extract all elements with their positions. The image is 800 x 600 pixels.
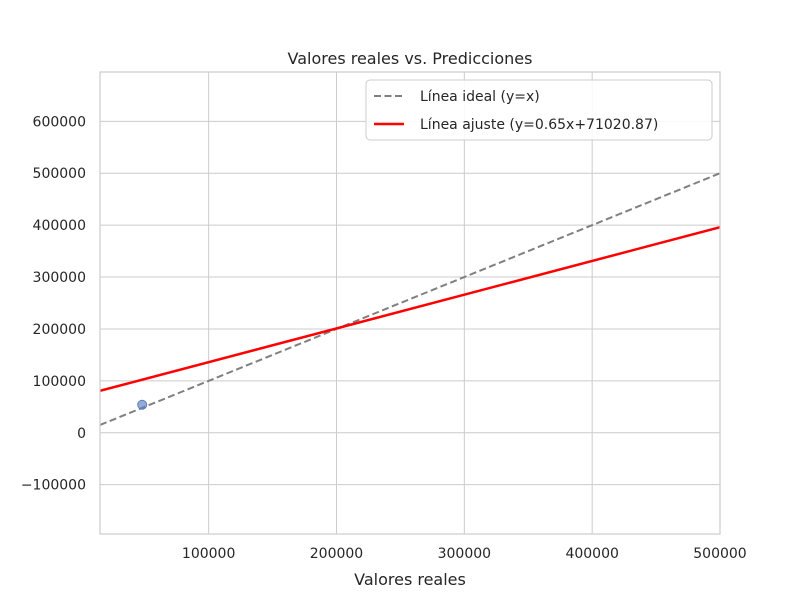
x-axis-ticks: 100000 200000 300000 400000 500000	[182, 546, 747, 562]
grid	[100, 72, 721, 534]
y-tick-label: −100000	[21, 478, 86, 494]
y-tick-label: 600000	[33, 114, 86, 130]
legend: Línea ideal (y=x) Línea ajuste (y=0.65x+…	[365, 79, 713, 141]
y-tick-label: 400000	[33, 218, 86, 234]
plot-frame	[99, 71, 721, 535]
legend-box	[365, 79, 713, 141]
x-tick-label: 300000	[438, 546, 491, 562]
chart-title: Valores reales vs. Predicciones	[288, 49, 533, 68]
data-point	[137, 399, 148, 410]
fit-line	[100, 225, 720, 393]
series-layer	[100, 172, 720, 426]
ideal-line	[100, 172, 720, 426]
points-layer	[137, 399, 148, 410]
legend-label-fit: Línea ajuste (y=0.65x+71020.87)	[420, 117, 658, 133]
x-tick-label: 500000	[693, 546, 746, 562]
y-tick-label: 500000	[33, 166, 86, 182]
legend-label-ideal: Línea ideal (y=x)	[420, 89, 540, 105]
y-tick-label: 300000	[33, 270, 86, 286]
x-tick-label: 100000	[182, 546, 235, 562]
x-tick-label: 400000	[565, 546, 618, 562]
y-axis-ticks: −100000 0 100000 200000 300000 400000 500000 60…	[21, 114, 86, 493]
y-tick-label: 0	[77, 426, 86, 442]
x-axis-label: Valores reales	[354, 570, 466, 589]
y-tick-label: 100000	[33, 374, 86, 390]
x-tick-label: 200000	[310, 546, 363, 562]
y-tick-label: 200000	[33, 322, 86, 338]
